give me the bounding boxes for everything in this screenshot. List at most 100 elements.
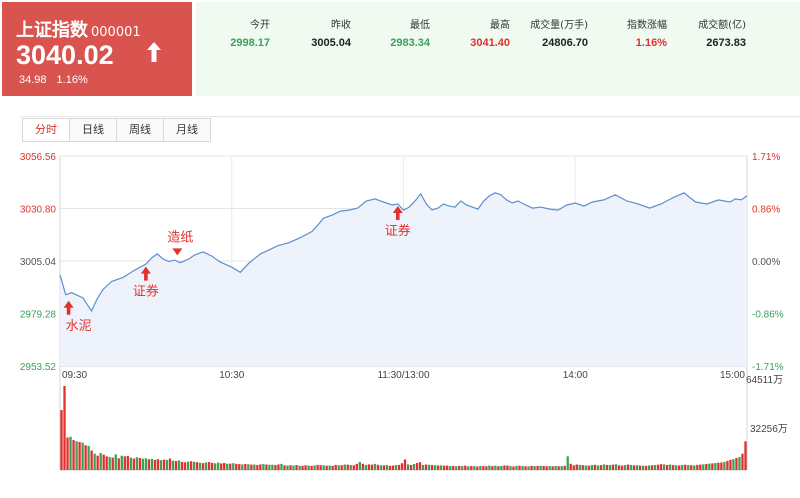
stat-label: 最低 [410, 20, 430, 31]
stat-value: 24806.70 [542, 37, 588, 49]
index-quote-card: 上证指数 000001 3040.02 34.98 1.16% [2, 2, 192, 96]
volume-bar [403, 459, 407, 470]
volume-bar [506, 465, 509, 470]
volume-bar [512, 466, 515, 470]
price-area-fill [60, 192, 747, 366]
volume-bar [120, 455, 123, 470]
volume-bar [503, 465, 506, 470]
volume-bar [430, 465, 434, 470]
volume-bar [545, 466, 548, 470]
tab-monthly[interactable]: 月线 [163, 118, 211, 142]
volume-bar [135, 457, 138, 470]
annotation-arrow-icon [140, 266, 151, 281]
volume-bar [388, 465, 392, 470]
volume-bar [147, 459, 151, 470]
volume-bar [705, 464, 708, 470]
volume-bar [418, 462, 422, 470]
volume-bar [370, 464, 374, 470]
volume-bar [72, 440, 75, 470]
tab-intraday[interactable]: 分时 [22, 118, 70, 142]
volume-bar [626, 464, 630, 470]
volume-bar [560, 466, 563, 470]
volume-bar [647, 465, 651, 470]
volume-bar [584, 465, 587, 470]
volume-bar [198, 462, 202, 470]
volume-bar [620, 465, 624, 470]
volume-bar [485, 466, 488, 470]
volume-bar [744, 441, 747, 470]
volume-bar [108, 456, 111, 470]
volume-bar [569, 463, 572, 470]
volume-bar [684, 464, 687, 470]
y-tick-label-left: 3056.56 [20, 152, 57, 163]
volume-bar [337, 465, 340, 470]
volume-bar [295, 465, 298, 470]
volume-bar [563, 465, 566, 470]
volume-bar [183, 462, 187, 470]
annotation-label: 造纸 [167, 230, 193, 245]
volume-bar [397, 464, 401, 470]
volume-bar [376, 464, 380, 470]
volume-bar [382, 465, 386, 470]
volume-bar [241, 464, 244, 470]
volume-bar [391, 465, 395, 470]
volume-bar [473, 466, 476, 470]
volume-bar [681, 464, 684, 470]
volume-bar [355, 463, 358, 470]
volume-bar [229, 463, 232, 470]
volume-bar [605, 464, 609, 470]
volume-bar [69, 436, 72, 470]
volume-bar [533, 466, 536, 470]
volume-bar [578, 464, 581, 470]
volume-bar [530, 465, 533, 470]
annotation-arrow-icon [392, 206, 403, 221]
volume-bar [497, 466, 500, 470]
stat-high: 最高 3041.40 [420, 16, 510, 49]
volume-bar [572, 465, 575, 470]
volume-bar [494, 465, 497, 470]
index-change-pct: 1.16% [56, 74, 88, 86]
volume-bar [207, 462, 211, 470]
volume-bar [415, 462, 419, 470]
volume-bar [491, 466, 494, 470]
volume-bar [696, 464, 699, 470]
volume-bar [352, 465, 355, 470]
volume-bar [343, 464, 346, 470]
volume-bar [211, 462, 214, 470]
volume-bar [461, 466, 464, 470]
volume-bar [632, 465, 636, 470]
volume-bar [732, 459, 735, 470]
stats-panel: 今开 2998.17 昨收 3005.04 最低 2983.34 最高 3041… [196, 2, 800, 96]
stat-label: 最高 [490, 20, 510, 31]
volume-bar [153, 459, 157, 470]
volume-bar [449, 466, 452, 470]
volume-bar [87, 445, 90, 470]
volume-bar [277, 464, 280, 470]
volume-bar [268, 464, 271, 470]
volume-bar [379, 465, 383, 470]
volume-bar [168, 458, 172, 470]
volume-bar [349, 465, 352, 470]
volume-bar [479, 465, 482, 470]
volume-bar [557, 466, 560, 470]
tab-daily[interactable]: 日线 [69, 118, 117, 142]
volume-bar [117, 458, 120, 470]
volume-bar [515, 465, 518, 470]
volume-bar [232, 463, 235, 470]
volume-bar [539, 465, 542, 470]
stat-label: 昨收 [331, 20, 351, 31]
volume-bar [328, 465, 331, 470]
volume-bar [289, 465, 292, 470]
volume-bar [433, 465, 437, 470]
volume-bar [102, 454, 105, 470]
annotation-arrow-icon [172, 248, 183, 256]
y-tick-label-left: 2953.52 [20, 362, 57, 373]
volume-bar [424, 464, 428, 470]
volume-bar [693, 465, 696, 470]
volume-bar [313, 465, 316, 470]
volume-bar [735, 458, 738, 470]
volume-bar [93, 453, 96, 470]
volume-bar [325, 465, 328, 470]
volume-bar [235, 463, 238, 470]
volume-mid-label: 32256万 [750, 424, 788, 435]
